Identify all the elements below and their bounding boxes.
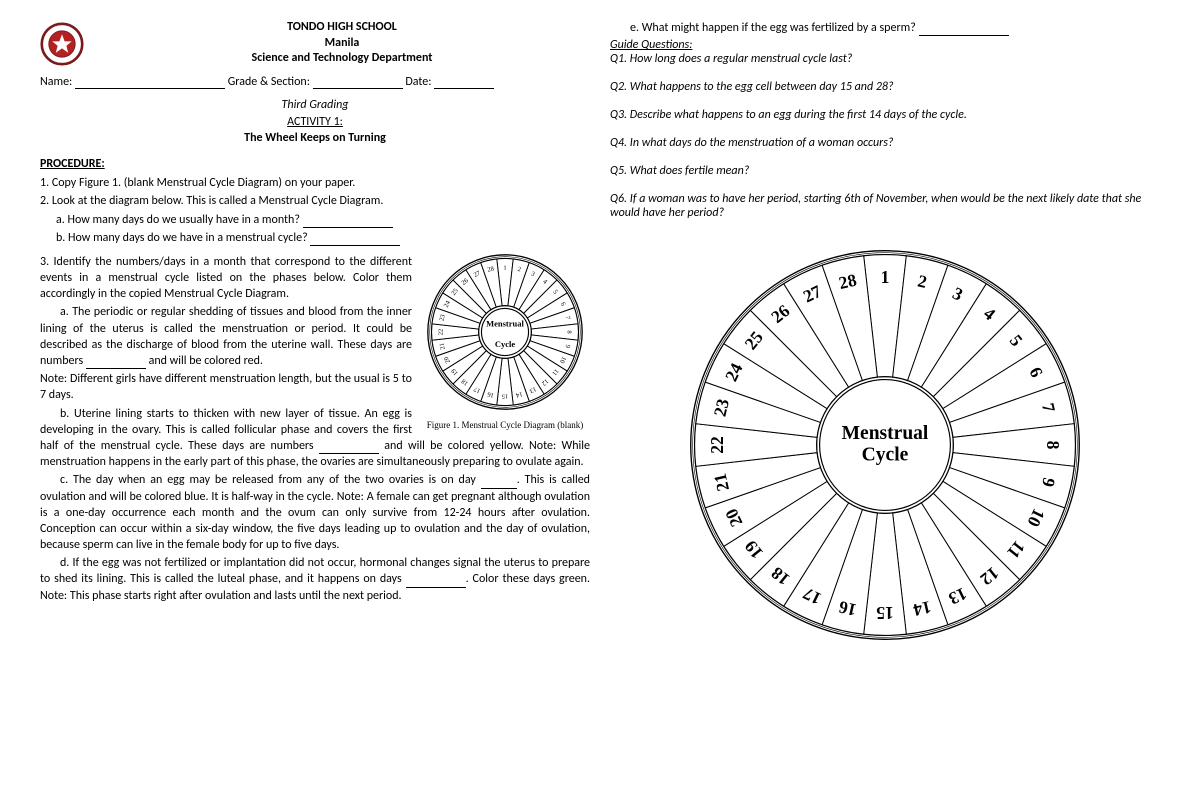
school-logo — [40, 22, 84, 66]
svg-text:Menstrual: Menstrual — [842, 423, 929, 444]
guide-q4: Q4. In what days do the menstruation of … — [610, 136, 1160, 150]
header-block: TONDO HIGH SCHOOL Manila Science and Tec… — [40, 20, 590, 67]
school-city: Manila — [94, 36, 590, 52]
figure-1: 1234567891011121314151617181920212223242… — [420, 252, 590, 431]
proc-1: 1. Copy Figure 1. (blank Menstrual Cycle… — [40, 175, 590, 191]
date-blank[interactable] — [434, 77, 494, 89]
form-line: Name: Grade & Section: Date: — [40, 75, 590, 89]
svg-text:Cycle: Cycle — [495, 339, 515, 349]
svg-text:15: 15 — [876, 603, 894, 623]
proc-3a-2: and will be colored red. — [149, 354, 263, 368]
right-column: e. What might happen if the egg was fert… — [600, 20, 1170, 765]
activity-title: The Wheel Keeps on Turning — [40, 130, 590, 147]
proc-3e: e. What might happen if the egg was fert… — [630, 21, 916, 35]
date-label: Date: — [405, 75, 431, 89]
name-blank[interactable] — [75, 77, 225, 89]
proc-2a-blank[interactable] — [303, 216, 393, 228]
procedure-body: 1. Copy Figure 1. (blank Menstrual Cycle… — [40, 175, 590, 604]
guide-q2: Q2. What happens to the egg cell between… — [610, 80, 1160, 94]
svg-text:22: 22 — [707, 436, 727, 454]
svg-text:1: 1 — [881, 267, 890, 287]
school-dept: Science and Technology Department — [94, 51, 590, 67]
svg-text:15: 15 — [501, 392, 508, 399]
figure-caption: Figure 1. Menstrual Cycle Diagram (blank… — [420, 419, 590, 431]
left-column: TONDO HIGH SCHOOL Manila Science and Tec… — [30, 20, 600, 765]
grade-blank[interactable] — [313, 77, 403, 89]
svg-text:Cycle: Cycle — [862, 445, 909, 466]
guide-heading: Guide Questions: — [610, 38, 1160, 52]
proc-3c-blank[interactable] — [481, 477, 517, 489]
proc-3c-1: c. The day when an egg may be released f… — [60, 473, 476, 487]
svg-text:8: 8 — [1043, 441, 1063, 450]
guide-q1: Q1. How long does a regular menstrual cy… — [610, 52, 1160, 66]
proc-2b: b. How many days do we have in a menstru… — [56, 231, 308, 245]
grading-period: Third Grading — [40, 97, 590, 114]
large-wheel-svg: 1234567891011121314151617181920212223242… — [680, 240, 1090, 650]
guide-q5: Q5. What does fertile mean? — [610, 164, 1160, 178]
svg-text:1: 1 — [503, 264, 506, 271]
proc-2b-blank[interactable] — [310, 234, 400, 246]
proc-2: 2. Look at the diagram below. This is ca… — [40, 193, 590, 209]
procedure-heading: PROCEDURE: — [40, 157, 590, 171]
proc-3d-blank[interactable] — [406, 576, 466, 588]
svg-text:22: 22 — [438, 329, 445, 336]
proc-2a: a. How many days do we usually have in a… — [56, 213, 300, 227]
grade-label: Grade & Section: — [228, 75, 310, 89]
proc-3b-blank[interactable] — [319, 442, 379, 454]
proc-3e-blank[interactable] — [919, 24, 1009, 36]
large-wheel-container: 1234567891011121314151617181920212223242… — [610, 240, 1160, 650]
svg-text:Menstrual: Menstrual — [486, 318, 524, 328]
small-wheel-svg: 1234567891011121314151617181920212223242… — [425, 252, 585, 412]
guide-q3: Q3. Describe what happens to an egg duri… — [610, 108, 1160, 122]
school-name: TONDO HIGH SCHOOL — [94, 20, 590, 36]
activity-number: ACTIVITY 1: — [40, 114, 590, 131]
proc-3a-blank[interactable] — [86, 357, 146, 369]
guide-q6: Q6. If a woman was to have her period, s… — [610, 192, 1160, 220]
activity-header: Third Grading ACTIVITY 1: The Wheel Keep… — [40, 97, 590, 147]
name-label: Name: — [40, 75, 72, 89]
